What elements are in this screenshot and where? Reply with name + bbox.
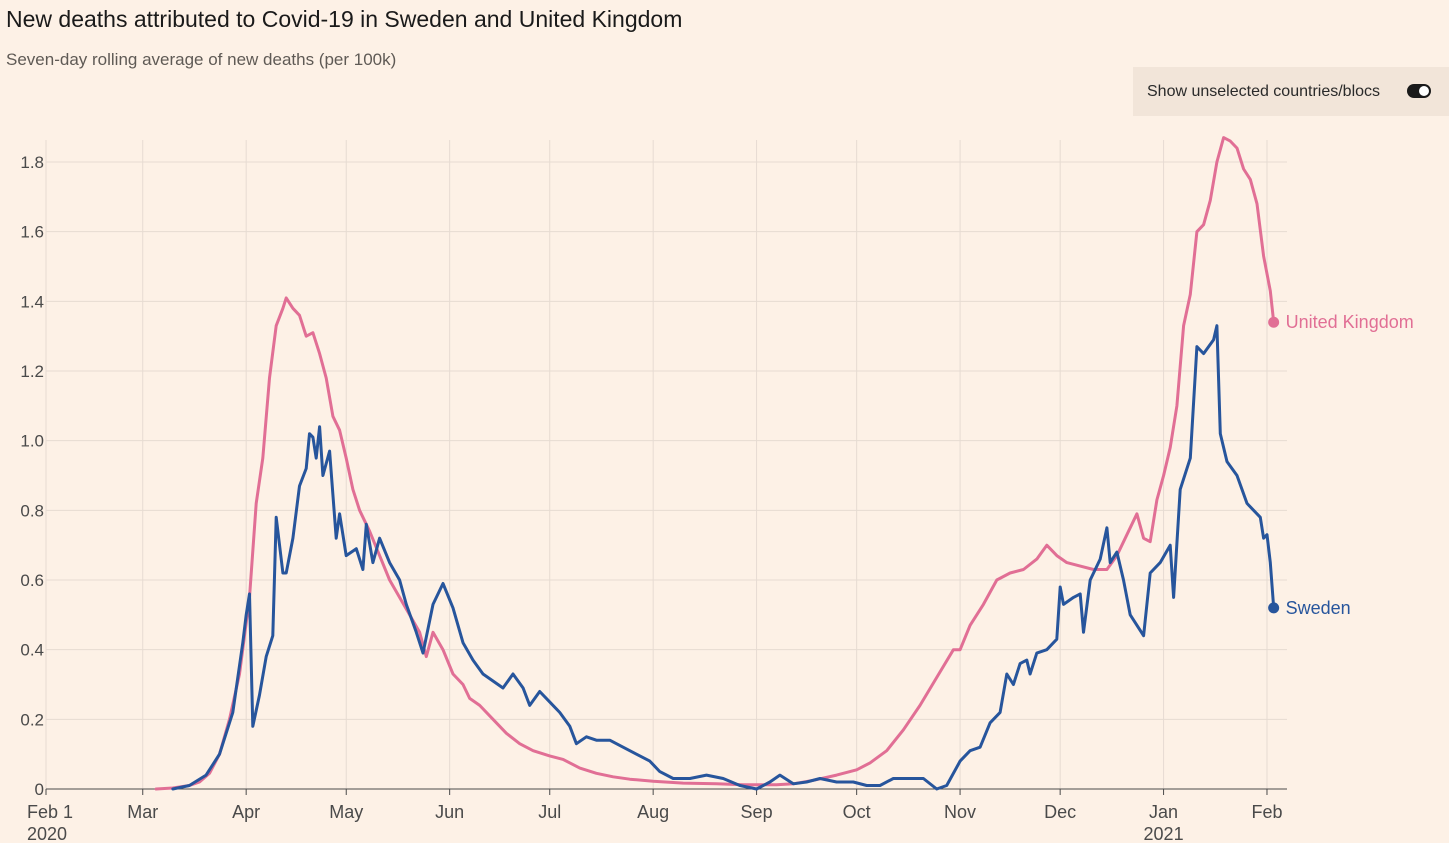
y-tick-label: 0.4 xyxy=(20,641,44,660)
y-tick-label: 1.8 xyxy=(20,153,44,172)
series-label-united-kingdom: United Kingdom xyxy=(1286,312,1414,332)
x-tick-label: Feb xyxy=(1251,802,1282,822)
x-tick-label: Feb 1 xyxy=(27,802,73,822)
x-tick-sublabel: 2020 xyxy=(27,824,67,843)
x-tick-label: Sep xyxy=(741,802,773,822)
y-tick-label: 1.4 xyxy=(20,292,44,311)
x-tick-sublabel: 2021 xyxy=(1144,824,1184,843)
show-unselected-toggle[interactable]: Show unselected countries/blocs xyxy=(1133,67,1449,116)
x-tick-label: Jul xyxy=(538,802,561,822)
series-end-dot xyxy=(1268,316,1280,328)
toggle-switch-icon[interactable] xyxy=(1407,84,1431,98)
x-tick-label: Jan xyxy=(1149,802,1178,822)
series-lines xyxy=(154,136,1276,791)
y-axis-ticks: 0 0.2 0.4 0.6 0.8 1.0 1.2 1.4 1.6 1.8 xyxy=(20,153,44,799)
series-line-sweden xyxy=(171,324,1276,791)
y-tick-label: 1.0 xyxy=(20,432,44,451)
y-tick-label: 1.2 xyxy=(20,362,44,381)
series-end-dot xyxy=(1268,602,1280,614)
toggle-knob xyxy=(1419,86,1429,96)
x-tick-label: Oct xyxy=(843,802,871,822)
x-tick-label: Aug xyxy=(637,802,669,822)
y-tick-label: 0.8 xyxy=(20,501,44,520)
x-tick-label: Apr xyxy=(232,802,260,822)
x-tick-label: Nov xyxy=(944,802,976,822)
x-tick-label: Mar xyxy=(127,802,158,822)
toggle-label: Show unselected countries/blocs xyxy=(1147,82,1381,100)
x-tick-label: Dec xyxy=(1044,802,1076,822)
chart-subtitle: Seven-day rolling average of new deaths … xyxy=(6,50,397,69)
chart-title: New deaths attributed to Covid-19 in Swe… xyxy=(6,6,683,32)
series-label-sweden: Sweden xyxy=(1286,598,1351,618)
series-line-united-kingdom xyxy=(154,136,1276,791)
y-tick-label: 1.6 xyxy=(20,223,44,242)
x-tick-label: Jun xyxy=(435,802,464,822)
x-axis-ticks: Feb 1 2020 Mar Apr May Jun Jul Aug Sep Oct Nov Dec J… xyxy=(27,802,1282,843)
y-tick-label: 0.6 xyxy=(20,571,44,590)
y-tick-label: 0 xyxy=(35,780,44,799)
series-end-labels: United Kingdom Sweden xyxy=(1268,312,1414,618)
chart-grid xyxy=(45,140,1287,795)
y-tick-label: 0.2 xyxy=(20,710,44,729)
x-tick-label: May xyxy=(329,802,363,822)
